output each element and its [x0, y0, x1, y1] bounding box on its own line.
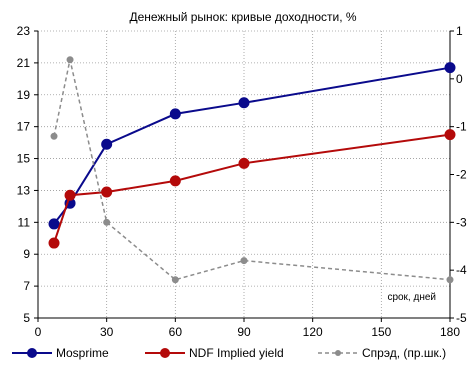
- y-left-tick-label-5: 15: [17, 152, 31, 166]
- x-tick-label-4: 120: [303, 325, 323, 339]
- x-tick-label-2: 60: [169, 325, 183, 339]
- series-2-point-0: [51, 133, 57, 139]
- legend-marker-1: [160, 348, 170, 358]
- legend-label-0: Mosprime: [56, 346, 109, 360]
- series-0-point-2: [102, 139, 112, 149]
- series-1-point-0: [49, 238, 59, 248]
- y-left-tick-label-8: 21: [17, 56, 31, 70]
- y-left-tick-label-3: 11: [18, 215, 31, 229]
- x-tick-label-6: 180: [440, 325, 460, 339]
- y-right-tick-label-4: -1: [456, 120, 467, 134]
- y-left-tick-label-6: 17: [17, 120, 31, 134]
- y-right-tick-label-0: -5: [456, 311, 467, 325]
- x-axis-annotation: срок, дней: [387, 292, 436, 303]
- series-2-point-3: [172, 277, 178, 283]
- series-0-point-5: [445, 63, 455, 73]
- y-left-tick-label-1: 7: [23, 279, 30, 293]
- y-left-tick-label-0: 5: [23, 311, 30, 325]
- y-right-tick-label-1: -4: [456, 263, 467, 277]
- y-right-tick-label-2: -3: [456, 215, 467, 229]
- legend-marker-0: [27, 348, 37, 358]
- series-2-point-5: [447, 277, 453, 283]
- series-2-point-1: [67, 57, 73, 63]
- y-right-tick-label-6: 1: [456, 24, 463, 38]
- series-1-point-1: [65, 190, 75, 200]
- y-left-tick-label-9: 23: [17, 24, 31, 38]
- x-tick-label-0: 0: [35, 325, 42, 339]
- series-1-point-5: [445, 130, 455, 140]
- series-2-point-4: [241, 258, 247, 264]
- series-0-point-3: [170, 109, 180, 119]
- y-right-tick-label-5: 0: [456, 72, 463, 86]
- y-right-tick-label-3: -2: [456, 168, 467, 182]
- series-2-point-2: [104, 219, 110, 225]
- series-0-point-0: [49, 219, 59, 229]
- series-1-point-2: [102, 187, 112, 197]
- x-tick-label-1: 30: [100, 325, 114, 339]
- x-tick-label-5: 150: [371, 325, 391, 339]
- y-left-tick-label-4: 13: [17, 183, 31, 197]
- x-tick-label-3: 90: [237, 325, 251, 339]
- legend-label-2: Спрэд, (пр.шк.): [362, 346, 446, 360]
- series-1-point-3: [170, 176, 180, 186]
- series-0-point-4: [239, 98, 249, 108]
- chart-title: Денежный рынок: кривые доходности, %: [129, 10, 356, 24]
- legend-marker-2: [335, 350, 341, 356]
- legend-label-1: NDF Implied yield: [189, 346, 284, 360]
- y-left-tick-label-7: 19: [17, 88, 31, 102]
- y-left-tick-label-2: 9: [23, 247, 30, 261]
- legend: Mosprime NDF Implied yield Спрэд, (пр.шк.): [12, 346, 446, 360]
- series-1-point-4: [239, 158, 249, 168]
